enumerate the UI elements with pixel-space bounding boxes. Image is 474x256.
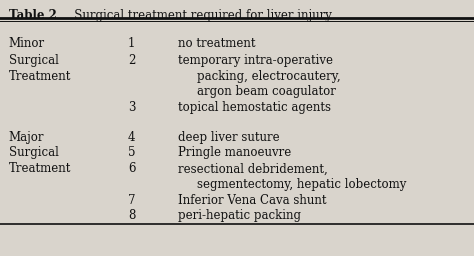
Text: packing, electrocautery,: packing, electrocautery, [197,70,340,83]
Text: argon beam coagulator: argon beam coagulator [197,85,336,98]
Text: 1: 1 [128,37,136,50]
Text: resectional debridement,: resectional debridement, [178,162,328,175]
Text: Inferior Vena Cava shunt: Inferior Vena Cava shunt [178,194,326,207]
Text: Surgical treatment required for liver injury: Surgical treatment required for liver in… [63,9,332,22]
Text: 8: 8 [128,209,136,222]
Text: Surgical: Surgical [9,54,58,67]
Text: topical hemostatic agents: topical hemostatic agents [178,101,331,114]
Text: Minor: Minor [9,37,45,50]
Text: 6: 6 [128,162,136,175]
Text: temporary intra-operative: temporary intra-operative [178,54,333,67]
Text: 7: 7 [128,194,136,207]
Text: peri-hepatic packing: peri-hepatic packing [178,209,301,222]
Text: no treatment: no treatment [178,37,255,50]
Text: Pringle manoeuvre: Pringle manoeuvre [178,146,291,159]
Text: Table 2: Table 2 [9,9,56,22]
Text: deep liver suture: deep liver suture [178,131,279,144]
Text: 4: 4 [128,131,136,144]
Text: Treatment: Treatment [9,70,71,83]
Text: Treatment: Treatment [9,162,71,175]
Text: Major: Major [9,131,44,144]
Text: 2: 2 [128,54,136,67]
Text: 3: 3 [128,101,136,114]
Text: 5: 5 [128,146,136,159]
Text: segmentectomy, hepatic lobectomy: segmentectomy, hepatic lobectomy [197,178,406,191]
Text: Surgical: Surgical [9,146,58,159]
